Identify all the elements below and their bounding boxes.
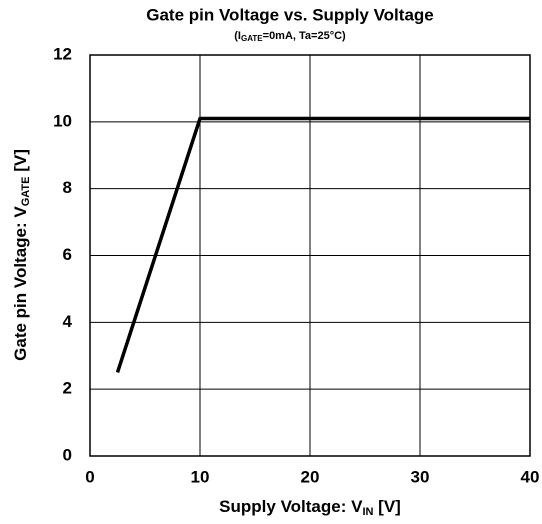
chart-title: Gate pin Voltage vs. Supply Voltage bbox=[146, 5, 433, 24]
y-tick-label: 12 bbox=[53, 44, 72, 63]
x-label-sub: IN bbox=[362, 506, 373, 518]
x-tick-label: 0 bbox=[85, 467, 94, 486]
data-line bbox=[115, 116, 530, 373]
y-axis-label: Gate pin Voltage: VGATE [V] bbox=[11, 149, 31, 361]
y-label-part: Gate pin Voltage: V bbox=[11, 206, 30, 361]
x-tick-label: 40 bbox=[521, 467, 540, 486]
y-label-part: [V] bbox=[11, 149, 30, 176]
x-label-part: [V] bbox=[373, 497, 400, 516]
y-tick-label: 0 bbox=[63, 445, 72, 464]
x-label-part: Supply Voltage: V bbox=[219, 497, 363, 516]
y-tick-label: 10 bbox=[53, 111, 72, 130]
y-tick-label: 8 bbox=[63, 178, 72, 197]
plot-frame bbox=[89, 54, 531, 457]
x-tick-label: 30 bbox=[411, 467, 430, 486]
x-axis-label: Supply Voltage: VIN [V] bbox=[219, 497, 401, 517]
y-tick-label: 6 bbox=[63, 245, 72, 264]
y-tick-label: 4 bbox=[63, 312, 73, 331]
subtitle-sub: GATE bbox=[241, 34, 263, 43]
x-tick-label: 10 bbox=[191, 467, 210, 486]
x-tick-label: 20 bbox=[301, 467, 320, 486]
y-label-sub: GATE bbox=[20, 177, 32, 207]
subtitle-part: =0mA, Ta=25°C) bbox=[263, 30, 346, 42]
subtitle-part: (I bbox=[234, 30, 241, 42]
y-tick-label: 2 bbox=[63, 379, 72, 398]
chart-subtitle: (IGATE=0mA, Ta=25°C) bbox=[234, 30, 346, 43]
